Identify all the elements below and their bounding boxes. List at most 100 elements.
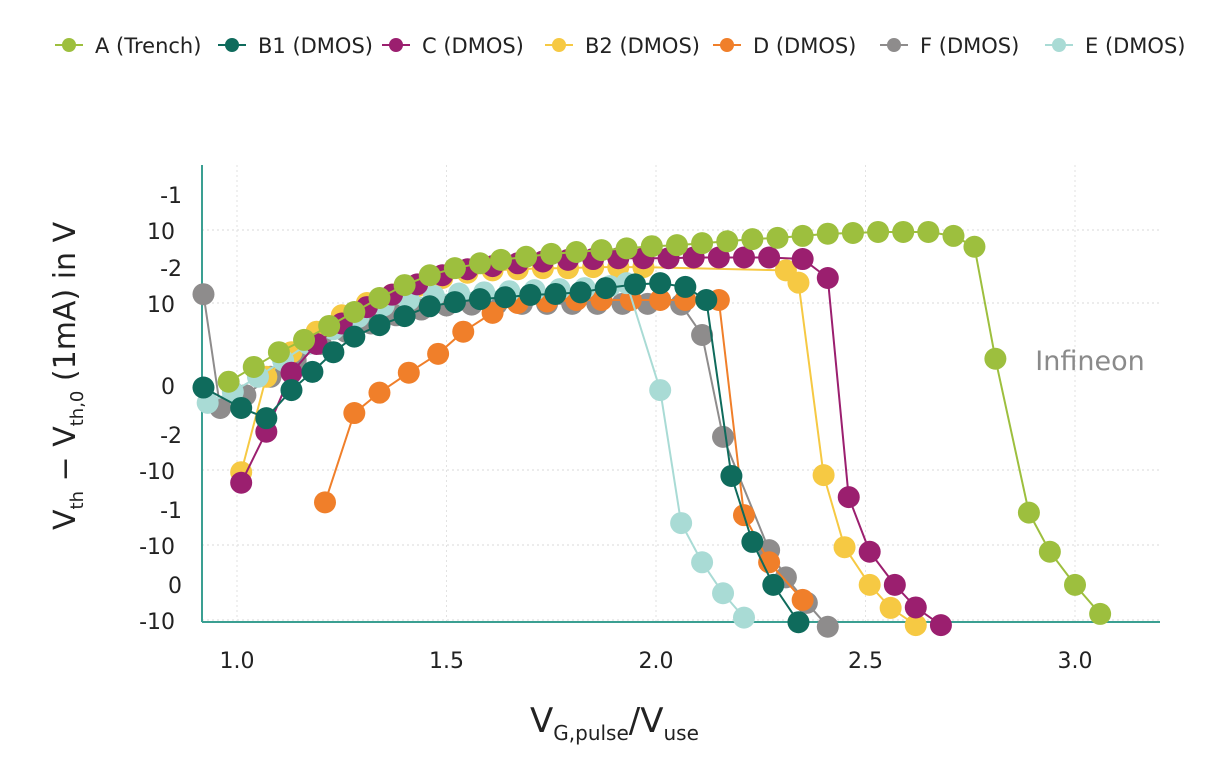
legend-marker [720, 38, 734, 52]
data-point [590, 239, 613, 262]
data-point [791, 224, 814, 247]
data-point [393, 305, 416, 328]
data-point [712, 582, 735, 605]
x-label-sub1: G,pulse [553, 721, 629, 745]
data-point [1017, 501, 1040, 524]
data-point [1089, 602, 1112, 625]
legend-marker [62, 38, 76, 52]
data-point [917, 220, 940, 243]
data-point [963, 235, 986, 258]
data-point [695, 288, 718, 311]
legend-item-4[interactable]: D (DMOS) [713, 34, 856, 58]
series-group [192, 220, 1112, 638]
data-point [867, 220, 890, 243]
data-point [1038, 540, 1061, 563]
data-point [892, 220, 915, 243]
data-point [418, 295, 441, 318]
data-point [427, 342, 450, 365]
data-point [758, 551, 781, 574]
data-point [343, 325, 366, 348]
series-B1 [192, 272, 810, 634]
data-point [192, 283, 215, 306]
data-point [397, 361, 420, 384]
x-tick-label: 3.0 [1058, 649, 1093, 674]
data-point [301, 360, 324, 383]
data-point [192, 376, 215, 399]
data-point [489, 248, 512, 271]
data-point [649, 272, 672, 295]
legend-marker [225, 38, 239, 52]
y-tick-label: -10 [139, 610, 175, 635]
data-point [858, 540, 881, 563]
data-point [691, 232, 714, 255]
data-point [766, 226, 789, 249]
data-point [565, 240, 588, 263]
data-point [217, 370, 240, 393]
data-point [255, 407, 278, 430]
data-point [443, 291, 466, 314]
legend-item-6[interactable]: E (DMOS) [1045, 34, 1185, 58]
data-point [280, 361, 303, 384]
data-point [691, 323, 714, 346]
data-point [732, 246, 755, 269]
data-point [624, 273, 647, 296]
data-point [368, 314, 391, 337]
legend-item-5[interactable]: F (DMOS) [880, 34, 1019, 58]
data-point [469, 288, 492, 311]
data-point [313, 491, 336, 514]
y-label-a-sub: th [67, 491, 88, 509]
data-point [758, 246, 781, 269]
data-point [837, 486, 860, 509]
y-label-dash: − V [48, 426, 83, 491]
data-point [741, 530, 764, 553]
data-point [540, 242, 563, 265]
legend-marker [1052, 38, 1066, 52]
data-point [879, 596, 902, 619]
data-point [665, 234, 688, 257]
series-line [207, 282, 745, 619]
series-A [217, 220, 1112, 625]
data-point [615, 237, 638, 260]
data-point [318, 314, 341, 337]
data-point [418, 264, 441, 287]
data-point [649, 288, 672, 311]
data-point [904, 596, 927, 619]
data-point [267, 341, 290, 364]
data-point [904, 614, 927, 637]
y-tick-labels: 10 -1 10 -2 0 -10 -2 -10 -1 -10 0 [139, 184, 182, 635]
x-label-slash: /V [629, 701, 664, 741]
y-label-rest: (1mA) in V [48, 221, 83, 390]
data-point [322, 341, 345, 364]
data-point [984, 347, 1007, 370]
y-tick-label: -10 [139, 535, 175, 560]
legend-label: B1 (DMOS) [258, 34, 373, 58]
y-tick-exponent: -2 [160, 257, 182, 282]
data-point [791, 588, 814, 611]
data-point [732, 606, 755, 629]
y-tick-label: 10 [147, 293, 175, 318]
data-point [469, 252, 492, 275]
legend-item-1[interactable]: B1 (DMOS) [218, 34, 373, 58]
data-point [812, 464, 835, 487]
data-point [280, 379, 303, 402]
data-point [569, 281, 592, 304]
data-point [816, 222, 839, 245]
y-tick-exponent: -1 [160, 499, 182, 524]
x-tick-label: 1.0 [220, 649, 255, 674]
legend-item-2[interactable]: C (DMOS) [382, 34, 524, 58]
legend-item-3[interactable]: B2 (DMOS) [545, 34, 700, 58]
data-point [716, 230, 739, 253]
x-tick-labels: 1.0 1.5 2.0 2.5 3.0 [220, 649, 1093, 674]
legend-item-0[interactable]: A (Trench) [55, 34, 201, 58]
x-label-sub2: use [664, 721, 699, 745]
legend-label: E (DMOS) [1085, 34, 1185, 58]
data-point [929, 614, 952, 637]
data-point [833, 536, 856, 559]
x-axis-label: VG,pulse/Vuse [530, 701, 699, 745]
data-point [515, 245, 538, 268]
y-tick-label: -10 [139, 460, 175, 485]
data-point [674, 275, 697, 298]
annotation-infineon: Infineon [1035, 346, 1144, 377]
data-point [368, 381, 391, 404]
data-point [691, 551, 714, 574]
